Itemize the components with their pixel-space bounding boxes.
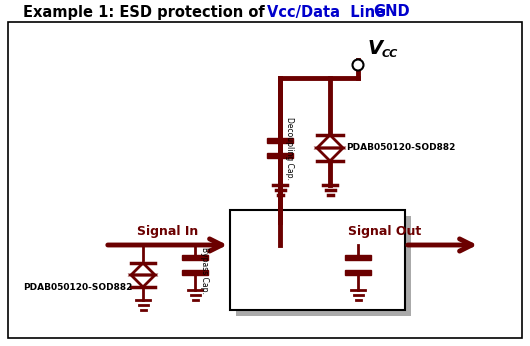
Text: Vcc/Data  Line: Vcc/Data Line [267,4,385,19]
Text: GND: GND [373,4,410,19]
Bar [345,255,371,260]
Bar [267,153,293,158]
Text: Example 1: ESD protection of: Example 1: ESD protection of [23,4,265,19]
Bar [345,270,371,275]
Text: PDAB050120-SOD882: PDAB050120-SOD882 [346,144,455,153]
Circle shape [352,60,364,71]
Text: Bypass Cap.: Bypass Cap. [200,247,209,293]
Text: V: V [368,38,383,57]
Bar [267,138,293,143]
Text: Decoupling Cap.: Decoupling Cap. [285,117,294,180]
Text: Signal In: Signal In [137,225,199,237]
Text: CC: CC [382,49,398,59]
Bar [182,255,208,260]
Text: PDAB050120-SOD882: PDAB050120-SOD882 [24,282,133,291]
Bar [230,210,405,310]
Bar [236,216,411,316]
Text: Signal Out: Signal Out [348,225,422,237]
Bar [182,270,208,275]
